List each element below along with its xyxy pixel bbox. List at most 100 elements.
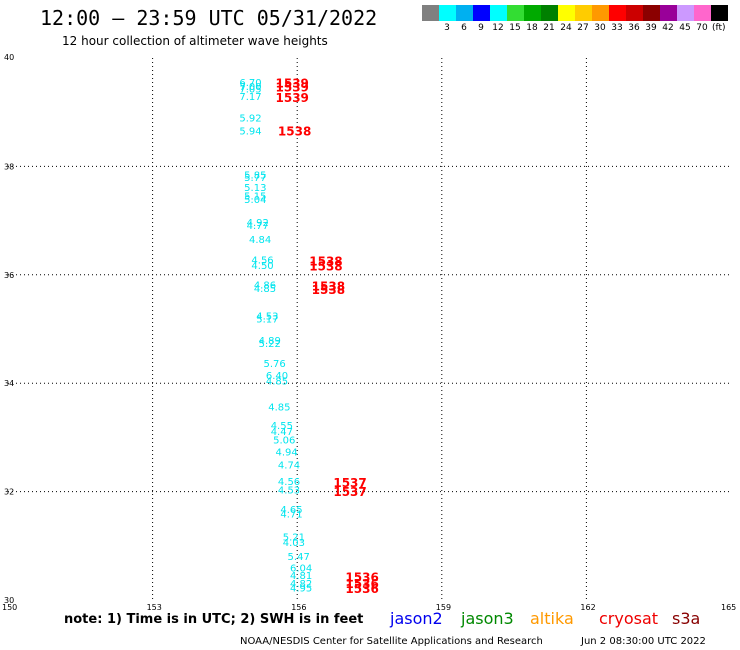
s3a-wave-height-label: 4.53 [278, 485, 300, 496]
s3a-wave-height-label: 5.15 [244, 192, 266, 203]
satellite-legend-cryosat: cryosat [599, 609, 659, 628]
s3a-wave-height-label: 7.00 [239, 82, 261, 93]
satellite-legend-jason2: jason2 [390, 609, 443, 628]
x-tick-label: 162 [580, 603, 595, 610]
color-scale-tick-label: 27 [577, 23, 589, 33]
s3a-wave-height-label: 4.56 [278, 477, 300, 488]
cryosat-pass-label: 1536 [345, 577, 378, 591]
s3a-wave-height-label: 5.17 [256, 315, 278, 326]
s3a-wave-height-label: 4.85 [266, 376, 288, 387]
satellite-legend-jason3: jason3 [461, 609, 514, 628]
color-scale-tick-label: 9 [478, 23, 484, 33]
color-scale-tick-label: 12 [492, 23, 504, 33]
x-tick-label: 156 [291, 603, 306, 610]
cryosat-pass-label: 1536 [345, 582, 378, 596]
color-scale-tick-label: 36 [628, 23, 640, 33]
cryosat-pass-label: 1537 [333, 476, 366, 490]
cryosat-pass-label: 1538 [312, 280, 345, 294]
color-scale-unit: (ft) [712, 23, 726, 33]
satellite-legend-altika: altika [530, 609, 574, 628]
color-swatch [541, 5, 558, 21]
s3a-wave-height-label: 5.94 [239, 127, 261, 138]
s3a-wave-height-label: 5.21 [283, 533, 305, 544]
s3a-wave-height-label: 5.22 [259, 339, 281, 350]
color-scale-tick-label: 39 [645, 23, 657, 33]
s3a-wave-height-label: 4.85 [254, 284, 276, 295]
s3a-wave-height-label: 4.77 [247, 221, 269, 232]
cryosat-pass-label: 1536 [345, 571, 378, 585]
s3a-wave-height-label: 4.55 [271, 421, 293, 432]
y-tick-label: 36 [4, 271, 14, 280]
color-swatch [626, 5, 643, 21]
y-tick-label: 34 [4, 379, 14, 388]
cryosat-pass-label: 1537 [333, 485, 366, 499]
color-swatch [524, 5, 541, 21]
color-scale-tick-label: 3 [444, 23, 450, 33]
cryosat-pass-label: 1539 [276, 76, 309, 90]
y-tick-label: 30 [4, 596, 14, 605]
cryosat-pass-label: 1538 [312, 283, 345, 297]
y-tick-label: 40 [4, 53, 14, 62]
s3a-wave-height-label: 4.82 [290, 579, 312, 590]
page-title: 12:00 – 23:59 UTC 05/31/2022 [40, 6, 378, 30]
color-scale-tick-label: 45 [679, 23, 691, 33]
s3a-wave-height-label: 5.04 [244, 195, 266, 206]
s3a-wave-height-label: 4.03 [283, 538, 305, 549]
y-tick-label: 38 [4, 162, 14, 171]
color-swatch [677, 5, 694, 21]
s3a-wave-height-label: 4.95 [290, 584, 312, 595]
x-tick-label: 150 [2, 603, 17, 610]
s3a-wave-height-label: 5.77 [244, 173, 266, 184]
s3a-wave-height-label: 4.85 [268, 403, 290, 414]
s3a-wave-height-label: 4.84 [249, 235, 271, 246]
s3a-wave-height-label: 4.81 [290, 571, 312, 582]
x-tick-label: 165 [721, 603, 736, 610]
color-scale-bar [422, 5, 728, 21]
s3a-wave-height-label: 4.74 [278, 461, 300, 472]
s3a-wave-height-label: 6.04 [290, 563, 312, 574]
s3a-wave-height-label: 4.71 [280, 509, 302, 520]
s3a-wave-height-label: 5.92 [239, 114, 261, 125]
color-swatch [473, 5, 490, 21]
s3a-wave-height-label: 7.17 [239, 92, 261, 103]
s3a-wave-height-label: 6.70 [239, 78, 261, 89]
color-swatch [643, 5, 660, 21]
color-swatch [456, 5, 473, 21]
color-swatch [592, 5, 609, 21]
cryosat-pass-label: 1538 [278, 125, 311, 139]
wave-height-chart: 150 153 156 159 162 165 40 38 36 34 32 30 6.707.007.… [2, 53, 736, 610]
color-swatch [558, 5, 575, 21]
s3a-wave-height-label: 6.40 [266, 371, 288, 382]
color-swatch [694, 5, 711, 21]
s3a-wave-height-label: 5.13 [244, 183, 266, 194]
footer-note: note: 1) Time is in UTC; 2) SWH is in fe… [64, 612, 364, 627]
color-scale-tick-label: 21 [543, 23, 555, 33]
s3a-wave-height-label: 4.65 [280, 505, 302, 516]
color-scale-tick-label: 15 [509, 23, 521, 33]
satellite-legend-s3a: s3a [672, 609, 701, 628]
cryosat-pass-label: 1539 [276, 91, 309, 105]
s3a-wave-height-label: 4.47 [271, 427, 293, 438]
color-scale-tick-label: 24 [560, 23, 572, 33]
s3a-wave-height-label: 4.92 [247, 218, 269, 229]
color-scale-tick-label: 33 [611, 23, 623, 33]
cryosat-pass-label: 1538 [309, 255, 342, 269]
color-swatch [575, 5, 592, 21]
color-scale-tick-label: 30 [594, 23, 606, 33]
s3a-wave-height-label: 4.56 [251, 256, 273, 267]
footer-credit: NOAA/NESDIS Center for Satellite Applica… [240, 636, 543, 647]
color-swatch [422, 5, 439, 21]
s3a-wave-height-label: 5.85 [244, 171, 266, 182]
color-swatch [490, 5, 507, 21]
color-scale-tick-label: 6 [461, 23, 467, 33]
s3a-wave-height-label: 4.50 [251, 261, 273, 272]
color-swatch [439, 5, 456, 21]
s3a-wave-height-label: 4.89 [259, 336, 281, 347]
color-swatch [609, 5, 626, 21]
footer-timestamp: Jun 2 08:30:00 UTC 2022 [581, 636, 706, 647]
x-tick-label: 153 [147, 603, 162, 610]
s3a-wave-height-label: 5.76 [263, 359, 285, 370]
s3a-wave-height-label: 4.53 [256, 311, 278, 322]
s3a-wave-height-label: 4.94 [276, 447, 298, 458]
color-scale-tick-label: 70 [696, 23, 708, 33]
